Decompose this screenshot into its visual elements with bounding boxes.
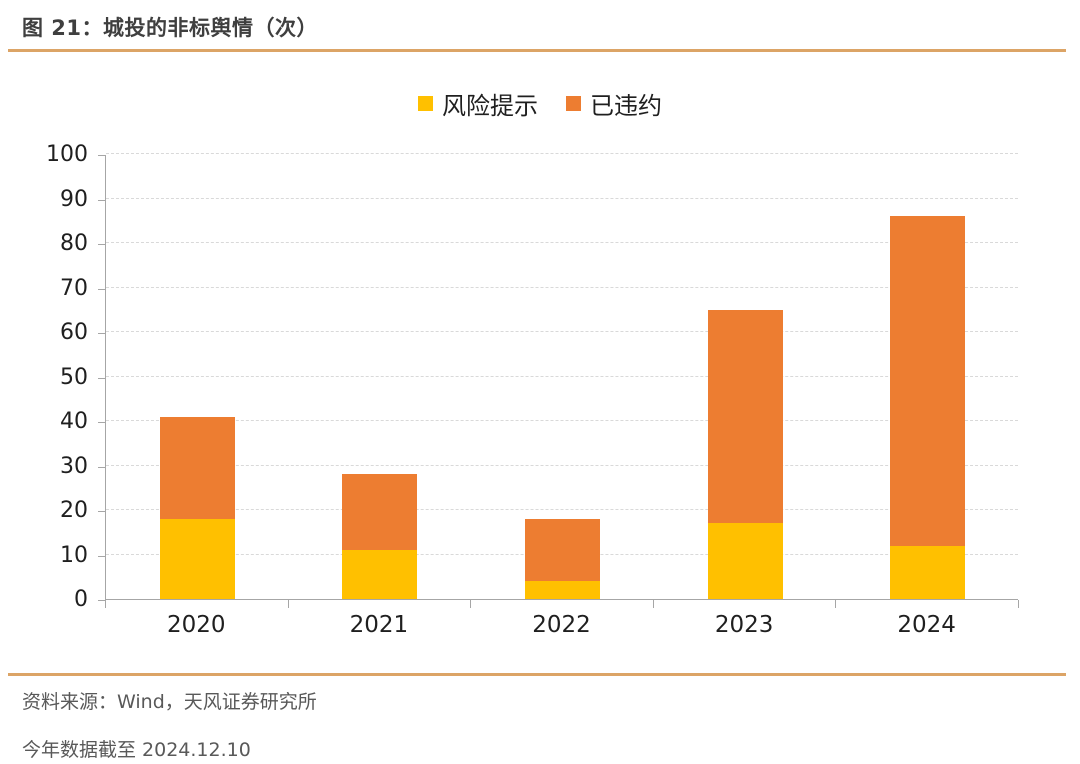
footer-divider bbox=[8, 673, 1066, 676]
y-axis-tick-60 bbox=[98, 333, 105, 334]
x-axis-label-2024: 2024 bbox=[897, 612, 956, 638]
x-axis-tick-0 bbox=[105, 600, 106, 608]
x-axis-label-2020: 2020 bbox=[167, 612, 226, 638]
bar-2024 bbox=[890, 216, 966, 599]
legend-label-defaulted: 已违约 bbox=[590, 92, 662, 120]
y-axis-tick-90 bbox=[98, 199, 105, 201]
legend-item-risk-warning: 风险提示 bbox=[418, 86, 538, 121]
gridline-20 bbox=[106, 509, 1018, 510]
y-axis-label-70: 70 bbox=[60, 275, 88, 301]
gridline-70 bbox=[106, 286, 1018, 288]
bar-segment-2024-风险提示 bbox=[890, 545, 966, 599]
data-cutoff-note: 今年数据截至 2024.12.10 bbox=[22, 739, 251, 761]
y-axis-tick-100 bbox=[98, 155, 105, 156]
legend: 风险提示 已违约 bbox=[0, 86, 1080, 121]
bar-segment-2023-风险提示 bbox=[707, 523, 783, 599]
y-axis-label-0: 0 bbox=[74, 587, 88, 612]
y-axis-label-30: 30 bbox=[60, 453, 88, 479]
y-axis-tick-70 bbox=[98, 288, 105, 290]
x-axis-tick-5 bbox=[1018, 600, 1019, 608]
gridline-30 bbox=[106, 464, 1018, 466]
legend-swatch-risk-warning-icon bbox=[418, 96, 433, 111]
bar-2023 bbox=[707, 309, 783, 599]
bar-2021 bbox=[342, 474, 418, 599]
title-divider bbox=[8, 49, 1066, 52]
y-axis-tick-20 bbox=[98, 511, 105, 512]
bar-segment-2020-已违约 bbox=[159, 416, 235, 519]
y-axis-label-10: 10 bbox=[60, 542, 88, 568]
gridline-80 bbox=[106, 242, 1018, 243]
y-axis-tick-10 bbox=[98, 555, 105, 557]
gridline-40 bbox=[106, 420, 1018, 421]
x-axis-label-2023: 2023 bbox=[714, 612, 774, 638]
y-axis-label-50: 50 bbox=[60, 364, 88, 390]
legend-swatch-defaulted-icon bbox=[566, 96, 581, 111]
bar-segment-2021-已违约 bbox=[342, 474, 418, 551]
gridline-100 bbox=[106, 153, 1018, 154]
y-axis-tick-30 bbox=[98, 466, 105, 468]
gridline-50 bbox=[106, 375, 1018, 377]
y-axis-label-100: 100 bbox=[46, 142, 88, 167]
figure-title: 图 21：城投的非标舆情（次） bbox=[22, 16, 319, 40]
x-axis-tick-3 bbox=[652, 600, 654, 608]
legend-label-risk-warning: 风险提示 bbox=[442, 92, 538, 120]
source-note: 资料来源：Wind，天风证券研究所 bbox=[22, 691, 317, 713]
gridline-60 bbox=[106, 331, 1018, 332]
x-axis-tick-1 bbox=[287, 600, 289, 608]
y-axis-label-90: 90 bbox=[60, 186, 88, 212]
bar-2022 bbox=[525, 518, 600, 599]
y-axis-label-20: 20 bbox=[60, 498, 88, 523]
bar-segment-2023-已违约 bbox=[707, 309, 783, 524]
legend-item-defaulted: 已违约 bbox=[566, 86, 662, 121]
y-axis-tick-50 bbox=[98, 377, 105, 379]
bar-segment-2021-风险提示 bbox=[342, 550, 418, 599]
bar-segment-2022-风险提示 bbox=[525, 581, 600, 599]
bar-segment-2024-已违约 bbox=[890, 216, 966, 546]
bar-segment-2022-已违约 bbox=[525, 518, 600, 582]
x-axis-tick-2 bbox=[470, 600, 472, 608]
y-axis-tick-40 bbox=[98, 422, 105, 423]
bar-segment-2020-风险提示 bbox=[159, 518, 235, 599]
y-axis-label-60: 60 bbox=[60, 320, 88, 345]
x-axis-label-2021: 2021 bbox=[349, 612, 409, 638]
y-axis-label-80: 80 bbox=[60, 231, 88, 256]
gridline-90 bbox=[106, 197, 1018, 199]
y-axis-tick-80 bbox=[98, 244, 105, 245]
bar-2020 bbox=[159, 416, 235, 599]
y-axis-tick-0 bbox=[98, 600, 105, 601]
x-axis-tick-4 bbox=[835, 600, 837, 608]
y-axis-label-40: 40 bbox=[60, 409, 88, 434]
x-axis-label-2022: 2022 bbox=[532, 612, 591, 638]
chart-plot-area bbox=[105, 153, 1018, 600]
